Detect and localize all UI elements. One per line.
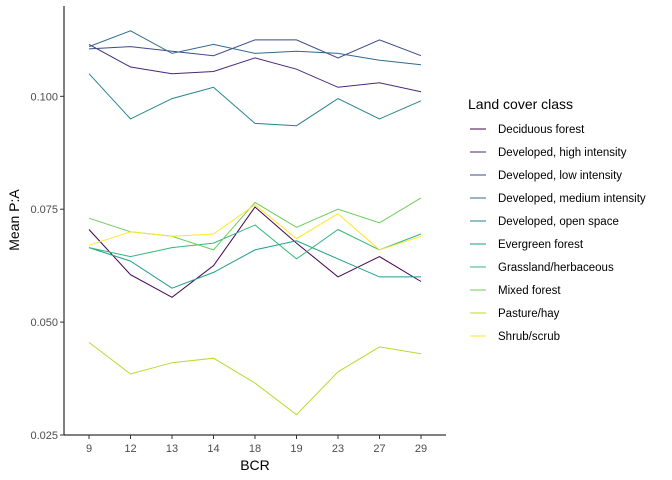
x-tick-label: 23 — [332, 443, 344, 455]
x-tick-label: 12 — [124, 443, 136, 455]
x-tick-label: 14 — [207, 443, 219, 455]
legend-label: Shrub/scrub — [498, 331, 560, 343]
legend-label: Deciduous forest — [498, 124, 585, 136]
series-line-developed-high-intensity — [88, 43, 422, 93]
y-axis-title: Mean P:A — [6, 189, 22, 251]
x-tick-label: 18 — [249, 443, 261, 455]
legend-label: Developed, medium intensity — [498, 193, 646, 205]
x-tick-label: 9 — [86, 443, 92, 455]
x-tick-label: 19 — [290, 443, 302, 455]
series-line-grassland-herbaceous — [88, 224, 422, 260]
y-ticks: 0.025 0.050 0.075 0.100 — [30, 91, 64, 442]
series-line-developed-low-intensity — [88, 39, 422, 59]
legend-label: Grassland/herbaceous — [498, 262, 614, 274]
y-tick-label: 0.025 — [30, 430, 58, 442]
series-line-developed-open-space — [88, 73, 422, 127]
series-layer — [88, 30, 422, 416]
legend-label: Developed, open space — [498, 216, 619, 228]
legend-items: Deciduous forest Developed, high intensit… — [470, 124, 646, 343]
series-line-pasture-hay — [88, 342, 422, 416]
series-line-shrub-scrub — [88, 204, 422, 251]
series-line-deciduous-forest — [88, 206, 422, 298]
x-tick-label: 13 — [166, 443, 178, 455]
y-tick-label: 0.100 — [30, 91, 58, 103]
legend: Land cover class Deciduous forest Develop… — [468, 96, 646, 343]
series-line-developed-medium-intensity — [88, 30, 422, 66]
x-ticks: 9 12 13 14 18 19 23 27 29 — [86, 435, 427, 455]
y-tick-label: 0.075 — [30, 204, 58, 216]
y-tick-label: 0.050 — [30, 317, 58, 329]
legend-label: Developed, high intensity — [498, 147, 627, 159]
legend-label: Developed, low intensity — [498, 170, 622, 182]
legend-title: Land cover class — [468, 96, 573, 112]
legend-label: Mixed forest — [498, 285, 561, 297]
legend-label: Evergreen forest — [498, 239, 584, 251]
x-axis-title: BCR — [240, 457, 270, 473]
series-line-evergreen-forest — [88, 240, 421, 289]
x-tick-label: 27 — [373, 443, 385, 455]
x-tick-label: 29 — [415, 443, 427, 455]
legend-label: Pasture/hay — [498, 308, 560, 320]
